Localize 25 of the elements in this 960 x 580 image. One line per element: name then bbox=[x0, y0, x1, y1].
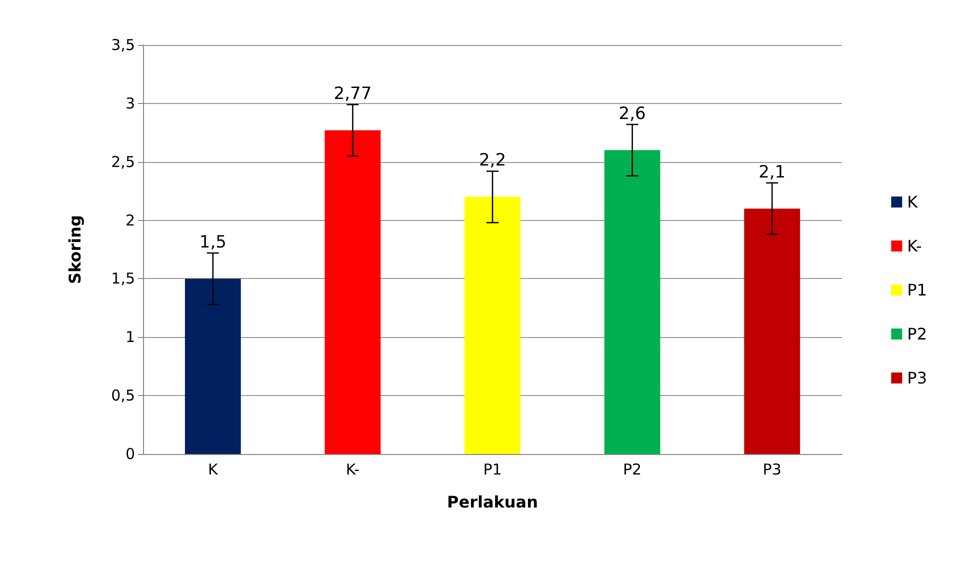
legend-label: P2 bbox=[907, 324, 927, 344]
x-tick-label: P3 bbox=[762, 460, 782, 478]
legend-label: P1 bbox=[907, 280, 927, 300]
legend-label: K bbox=[907, 192, 918, 212]
x-tick-label: K bbox=[208, 460, 219, 478]
y-axis-title: Skoring bbox=[66, 215, 84, 284]
y-tick-label: 3 bbox=[125, 94, 135, 112]
y-tick-label: 1,5 bbox=[111, 270, 135, 288]
data-label: 2,77 bbox=[334, 84, 372, 104]
x-tick-label: K- bbox=[346, 460, 360, 478]
y-tick-label: 3,5 bbox=[111, 36, 135, 54]
data-label: 2,2 bbox=[478, 150, 506, 171]
y-tick-label: 1 bbox=[125, 328, 135, 346]
y-tick-label: 0,5 bbox=[111, 386, 135, 405]
x-axis-title: Perlakuan bbox=[447, 492, 538, 512]
data-label: 1,5 bbox=[199, 232, 226, 253]
legend-label: P3 bbox=[907, 368, 927, 388]
x-tick-label: P1 bbox=[483, 460, 502, 478]
legend-label: K- bbox=[907, 236, 922, 256]
y-tick-label: 2,5 bbox=[111, 152, 135, 171]
y-tick-label: 0 bbox=[125, 445, 135, 463]
data-label: 2,6 bbox=[618, 104, 646, 124]
x-tick-label: P2 bbox=[623, 460, 642, 478]
data-label: 2,1 bbox=[758, 162, 786, 182]
y-tick-label: 2 bbox=[125, 211, 135, 230]
